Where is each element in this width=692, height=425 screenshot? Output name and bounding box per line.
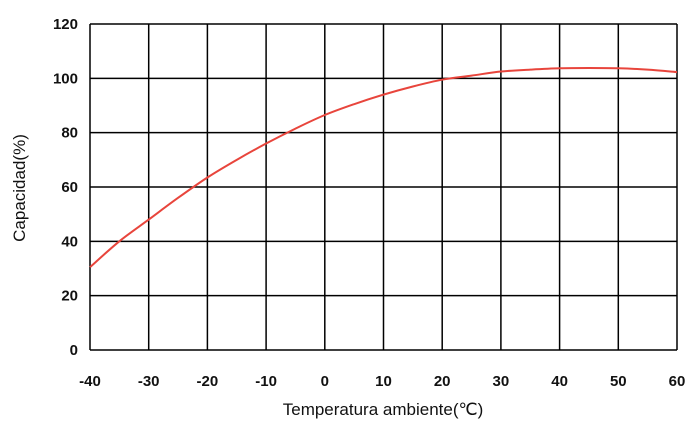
y-tick-label: 0 bbox=[70, 342, 78, 359]
y-tick-label: 120 bbox=[53, 16, 78, 33]
x-tick-label: -10 bbox=[255, 373, 277, 390]
x-tick-label: 30 bbox=[493, 373, 510, 390]
x-tick-label: -20 bbox=[197, 373, 219, 390]
y-axis-label: Capacidad(%) bbox=[10, 134, 29, 242]
x-tick-label: -30 bbox=[138, 373, 160, 390]
y-tick-label: 40 bbox=[61, 233, 78, 250]
x-tick-label: 10 bbox=[375, 373, 392, 390]
x-tick-label: 20 bbox=[434, 373, 451, 390]
y-tick-label: 100 bbox=[53, 70, 78, 87]
y-tick-label: 20 bbox=[61, 288, 78, 305]
x-axis-label: Temperatura ambiente(℃) bbox=[283, 400, 484, 419]
capacity-curve bbox=[89, 67, 678, 268]
x-tick-label: 60 bbox=[669, 373, 686, 390]
x-tick-label: 0 bbox=[321, 373, 329, 390]
x-tick-labels: -40 -30 -20 -10 0 10 20 30 40 50 60 bbox=[79, 373, 685, 390]
y-tick-label: 60 bbox=[61, 179, 78, 196]
x-tick-label: 50 bbox=[610, 373, 627, 390]
x-tick-label: -40 bbox=[79, 373, 101, 390]
y-tick-labels: 0 20 40 60 80 100 120 bbox=[53, 16, 78, 359]
y-tick-label: 80 bbox=[61, 125, 78, 142]
x-tick-label: 40 bbox=[551, 373, 568, 390]
grid bbox=[89, 23, 678, 351]
